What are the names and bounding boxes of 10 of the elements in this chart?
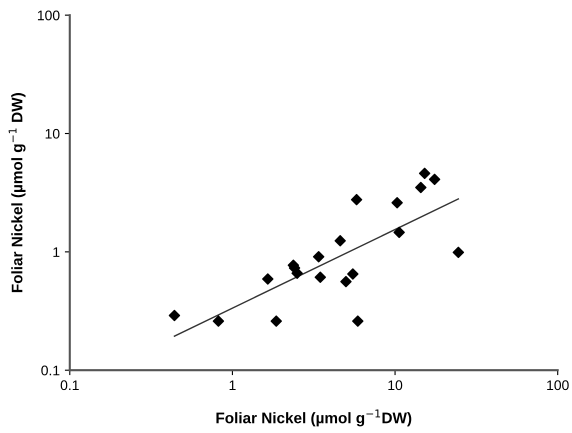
x-tick-label: 1 xyxy=(230,380,236,390)
x-tick-label: 10 xyxy=(388,380,402,390)
x-tick-label: 0.1 xyxy=(60,380,79,390)
y-tick-label: 10 xyxy=(46,128,60,139)
y-tick-label: 1 xyxy=(53,247,60,257)
y-tick-label: 0.1 xyxy=(41,366,60,376)
x-axis-title: Foliar Nickel (µmol g$^{−1}$DW) xyxy=(216,410,412,426)
x-tick-label: 100 xyxy=(547,380,569,390)
y-tick-label: 100 xyxy=(38,10,60,20)
y-axis-title: Foliar Nickel (µmol g$^{−1}$ DW) xyxy=(8,93,26,292)
